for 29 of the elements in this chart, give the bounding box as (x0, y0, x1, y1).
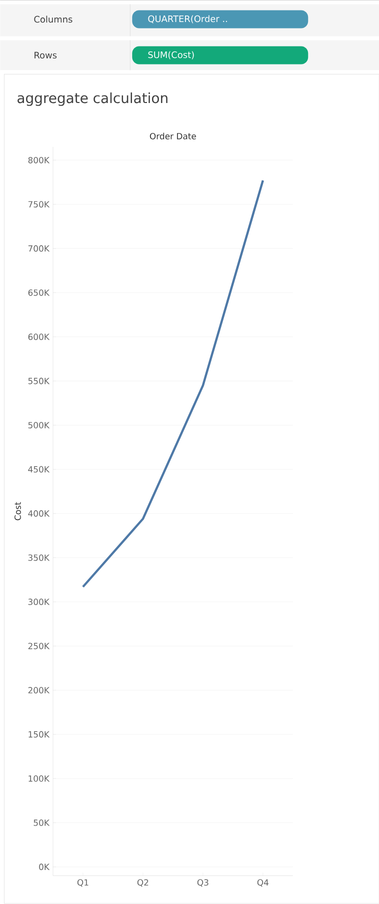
y-tick-label: 600K (28, 334, 50, 340)
y-tick-label: 50K (34, 820, 50, 826)
x-tick-label: Q2 (137, 879, 148, 887)
y-tick-label: 500K (28, 422, 50, 428)
text: Columns (34, 16, 72, 23)
x-tick-label: Q3 (197, 879, 208, 887)
y-tick-label: 550K (28, 378, 50, 384)
y-tick-label: 650K (28, 289, 50, 296)
y-tick-label: 150K (28, 731, 50, 738)
chart-title: aggregate calculation (17, 92, 168, 106)
y-tick-label: 250K (28, 642, 50, 650)
y-tick-label: 800K (28, 156, 50, 164)
y-tick-label: 200K (28, 686, 50, 694)
y-tick-label: 300K (28, 598, 50, 606)
text: SUM(Cost) (148, 51, 194, 60)
y-tick-label: 400K (28, 510, 50, 517)
y-tick-label: 750K (28, 201, 50, 208)
line-series (82, 179, 264, 588)
y-tick-label: 350K (28, 554, 50, 561)
x-tick-label: Q1 (77, 879, 88, 887)
x-axis-title: Order Date (150, 132, 196, 140)
y-tick-label: 700K (28, 245, 50, 252)
y-axis-title: Cost (14, 502, 21, 520)
y-tick-label: 450K (28, 466, 50, 473)
text: Rows (34, 52, 56, 59)
text: QUARTER(Order .. (148, 15, 227, 24)
x-tick-label: Q4 (257, 879, 268, 887)
y-tick-label: 100K (28, 775, 50, 782)
y-tick-label: 0K (38, 864, 50, 870)
